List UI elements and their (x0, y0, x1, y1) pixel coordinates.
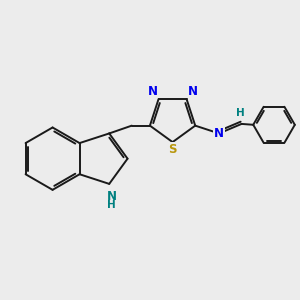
Text: H: H (107, 200, 116, 210)
Text: H: H (236, 108, 245, 118)
Text: N: N (148, 85, 158, 98)
Text: N: N (214, 127, 224, 140)
Text: N: N (188, 85, 197, 98)
Text: S: S (168, 143, 177, 156)
Text: N: N (106, 190, 116, 203)
